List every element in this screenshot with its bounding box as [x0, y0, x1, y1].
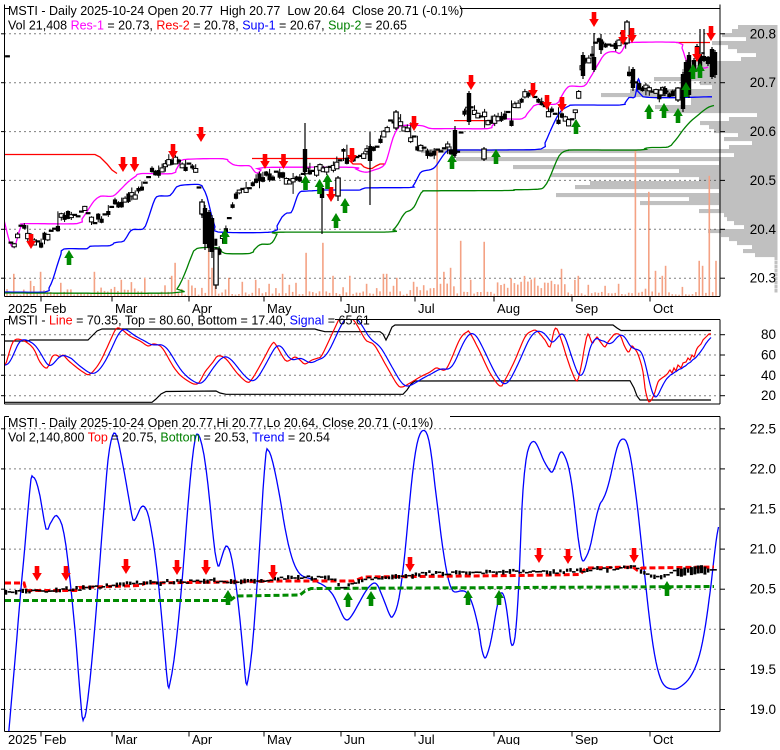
svg-text:Feb: Feb — [44, 301, 66, 316]
svg-text:Jun: Jun — [344, 301, 365, 316]
svg-text:22.5: 22.5 — [750, 421, 776, 436]
svg-text:May: May — [267, 732, 292, 745]
svg-text:20.7: 20.7 — [750, 75, 776, 90]
svg-text:Oct: Oct — [653, 301, 674, 316]
svg-text:2025: 2025 — [8, 732, 37, 745]
svg-text:Sep: Sep — [575, 301, 598, 316]
svg-text:Jul: Jul — [418, 301, 435, 316]
svg-text:20.4: 20.4 — [750, 222, 777, 237]
svg-text:20: 20 — [761, 388, 776, 403]
svg-text:19.0: 19.0 — [750, 702, 776, 717]
svg-text:20.6: 20.6 — [750, 124, 776, 139]
svg-text:Vol 2,140,800 Top = 20.75, Bot: Vol 2,140,800 Top = 20.75, Bottom = 20.5… — [8, 431, 330, 445]
svg-text:Jul: Jul — [418, 732, 435, 745]
svg-text:Jun: Jun — [344, 732, 365, 745]
svg-text:Vol 21,408 Res-1 = 20.73, Res-: Vol 21,408 Res-1 = 20.73, Res-2 = 20.78,… — [8, 19, 407, 33]
svg-text:20.5: 20.5 — [750, 173, 776, 188]
svg-text:19.5: 19.5 — [750, 662, 776, 677]
svg-text:Aug: Aug — [497, 301, 520, 316]
svg-text:Aug: Aug — [497, 732, 520, 745]
svg-text:MSTI - Daily 2025-10-24 Open 2: MSTI - Daily 2025-10-24 Open 20.77 High … — [8, 4, 463, 18]
svg-text:Sep: Sep — [575, 732, 598, 745]
svg-text:60: 60 — [761, 348, 776, 363]
svg-text:MSTI - Daily 2025-10-24 Open 2: MSTI - Daily 2025-10-24 Open 20.77,Hi 20… — [8, 416, 433, 430]
svg-text:Mar: Mar — [115, 732, 138, 745]
svg-text:2025: 2025 — [8, 301, 37, 316]
svg-text:20.0: 20.0 — [750, 622, 776, 637]
svg-text:21.0: 21.0 — [750, 542, 776, 557]
svg-text:20.8: 20.8 — [750, 26, 776, 41]
svg-text:80: 80 — [761, 327, 776, 342]
svg-text:Feb: Feb — [44, 732, 66, 745]
svg-text:May: May — [267, 301, 292, 316]
svg-text:40: 40 — [761, 368, 776, 383]
svg-text:20.3: 20.3 — [750, 271, 776, 286]
svg-text:Apr: Apr — [192, 732, 213, 745]
svg-text:MSTI - Line = 70.35, Top = 80.: MSTI - Line = 70.35, Top = 80.60, Bottom… — [8, 314, 370, 328]
svg-text:Apr: Apr — [192, 301, 213, 316]
svg-text:Oct: Oct — [653, 732, 674, 745]
svg-text:22.0: 22.0 — [750, 461, 776, 476]
svg-text:Mar: Mar — [115, 301, 138, 316]
svg-text:21.5: 21.5 — [750, 502, 776, 517]
svg-text:20.5: 20.5 — [750, 582, 776, 597]
